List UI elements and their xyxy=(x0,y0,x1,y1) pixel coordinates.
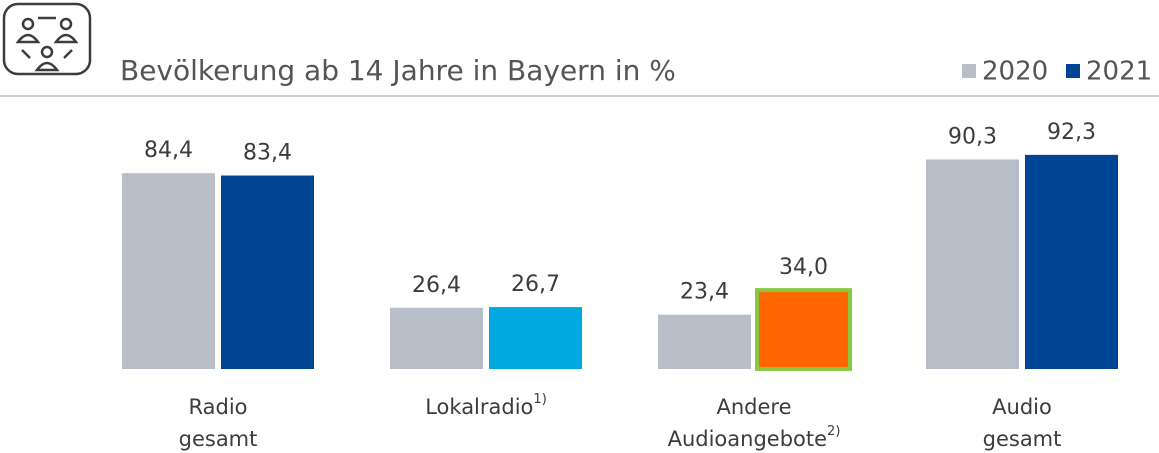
x-tick-label-text: Lokalradio xyxy=(425,395,533,419)
x-tick-label-text: gesamt xyxy=(179,427,258,451)
x-tick-label: Andere xyxy=(716,395,791,419)
x-tick-label-text: Andere xyxy=(716,395,791,419)
footnote-mark: 2) xyxy=(827,424,840,439)
legend-swatch xyxy=(962,64,976,78)
icon xyxy=(2,2,92,76)
value-label: 34,0 xyxy=(779,255,828,280)
x-tick-label-text: Audio xyxy=(992,395,1052,419)
chart-title: Bevölkerung ab 14 Jahre in Bayern in % xyxy=(120,54,676,87)
value-label: 26,7 xyxy=(511,272,560,297)
bar xyxy=(221,175,314,369)
legend-label: 2020 xyxy=(982,57,1048,87)
x-tick-label-text: Radio xyxy=(188,395,247,419)
bar xyxy=(390,307,483,369)
x-tick-label: gesamt xyxy=(179,427,258,451)
value-label: 92,3 xyxy=(1047,120,1096,145)
x-tick-label-text: Audioangebote xyxy=(668,427,827,451)
bar xyxy=(658,314,751,369)
value-label: 26,4 xyxy=(412,273,461,298)
bar xyxy=(926,159,1019,369)
legend-label: 2021 xyxy=(1086,57,1152,87)
legend-swatch xyxy=(1066,64,1080,78)
value-label: 83,4 xyxy=(243,141,292,166)
x-tick-label: Lokalradio1) xyxy=(425,392,547,420)
value-label: 23,4 xyxy=(680,280,729,305)
value-label: 84,4 xyxy=(144,138,193,163)
value-label: 90,3 xyxy=(948,125,997,150)
x-tick-label: Radio xyxy=(188,395,247,419)
bar xyxy=(122,173,215,369)
x-tick-label: Audioangebote2) xyxy=(668,424,841,452)
x-tick-label-text: gesamt xyxy=(983,427,1062,451)
bar xyxy=(489,307,582,369)
footnote-mark: 1) xyxy=(533,392,546,407)
bar xyxy=(1025,154,1118,369)
x-tick-label: gesamt xyxy=(983,427,1062,451)
bar xyxy=(755,288,852,371)
x-tick-label: Audio xyxy=(992,395,1052,419)
